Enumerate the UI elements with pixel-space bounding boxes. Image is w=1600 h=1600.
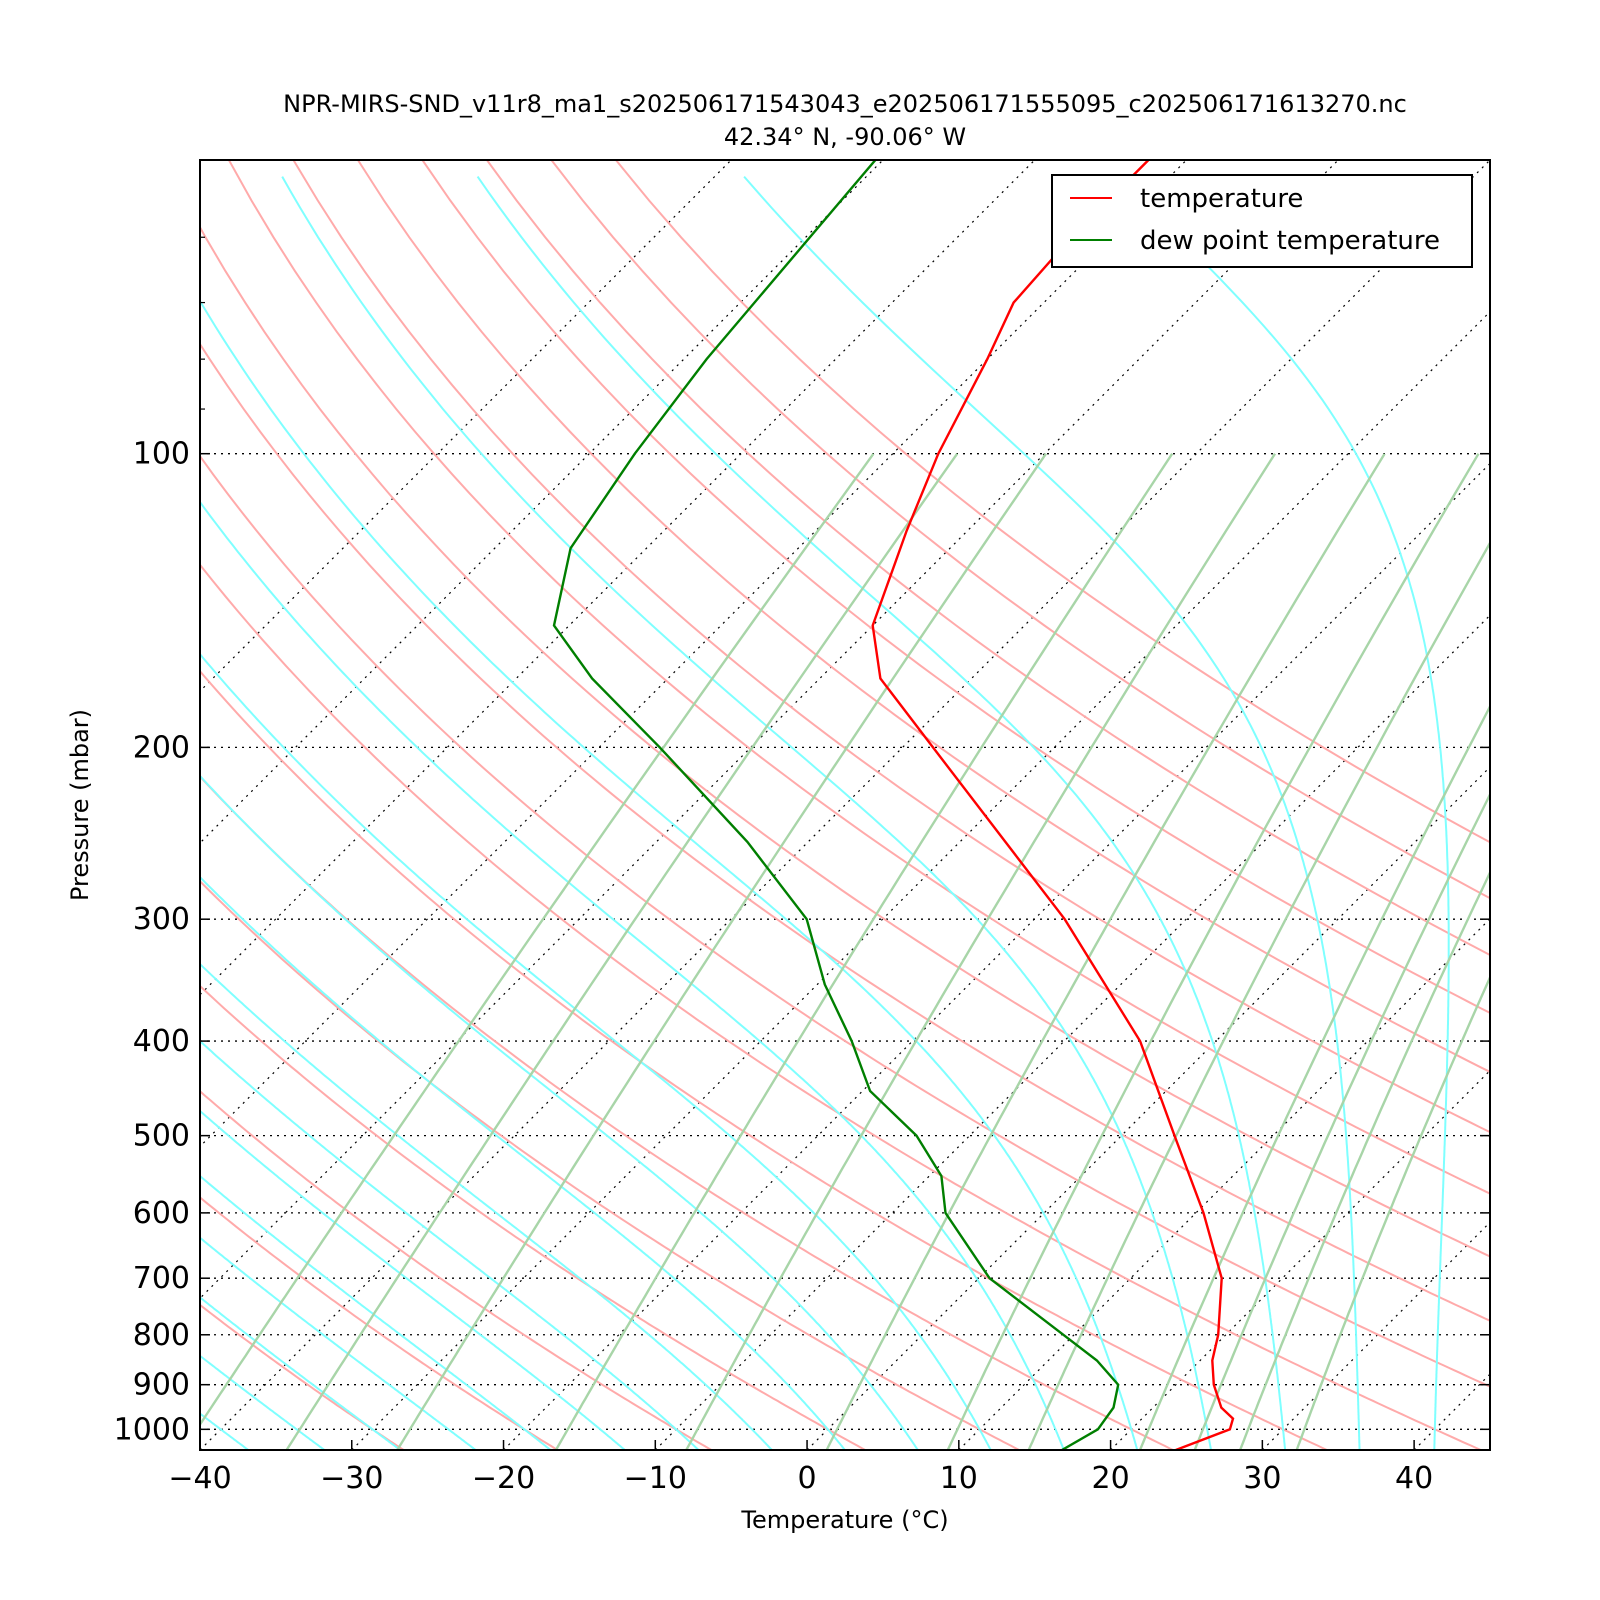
y-tick-label: 200 bbox=[133, 730, 190, 765]
moist-adiabat-5 bbox=[200, 774, 919, 1450]
y-tick-label: 1000 bbox=[114, 1412, 190, 1447]
axis-ticks: −40 −30 −20 −10 0 10 20 30 40 100 200 300 400 500 600 7… bbox=[114, 236, 1490, 1496]
mixing-ratio-0.4 bbox=[396, 453, 1047, 1450]
x-tick-label: −30 bbox=[320, 1461, 383, 1496]
dry-adiabat-0 bbox=[200, 984, 866, 1450]
dry-adiabat-10 bbox=[200, 879, 1020, 1450]
moist-adiabat-lines bbox=[200, 175, 1450, 1450]
series-line-1 bbox=[552, 160, 1120, 1450]
dry-adiabat-50 bbox=[200, 454, 1490, 1388]
dry-adiabat-30 bbox=[200, 669, 1328, 1450]
x-tick-label: 40 bbox=[1395, 1461, 1433, 1496]
mixing-ratio-10 bbox=[1027, 540, 1490, 1450]
moist-adiabat--30 bbox=[200, 1296, 401, 1450]
y-tick-label: 500 bbox=[133, 1119, 190, 1154]
series-line-0 bbox=[871, 160, 1235, 1450]
moist-adiabat--20 bbox=[200, 1174, 552, 1450]
dry-adiabat-90 bbox=[292, 160, 1490, 1134]
legend: temperature dew point temperature bbox=[1051, 174, 1473, 268]
legend-label-temperature: temperature bbox=[1140, 184, 1303, 214]
x-tick-label: 20 bbox=[1091, 1461, 1129, 1496]
mixing-ratio-4 bbox=[825, 453, 1386, 1450]
plot-frame bbox=[199, 159, 1491, 1451]
x-tick-label: 0 bbox=[798, 1461, 817, 1496]
moist-adiabat--10 bbox=[200, 1039, 700, 1450]
isotherm--70 bbox=[200, 160, 1036, 996]
y-tick-label: 400 bbox=[133, 1024, 190, 1059]
mixing-ratio-20 bbox=[1193, 791, 1490, 1450]
y-axis-label: Pressure (mbar) bbox=[66, 709, 94, 901]
mixing-ratio-2 bbox=[685, 453, 1277, 1450]
mixing-ratio-7 bbox=[946, 453, 1480, 1450]
moist-adiabat--5 bbox=[200, 962, 773, 1450]
dry-adiabat-100 bbox=[357, 160, 1490, 1074]
dry-adiabat--10 bbox=[200, 1089, 712, 1450]
moist-adiabat-0 bbox=[200, 875, 846, 1450]
mixing-ratio-16 bbox=[1138, 703, 1490, 1450]
data-series bbox=[552, 160, 1235, 1450]
mixing-ratio-0.1 bbox=[200, 452, 875, 1427]
isotherm--50 bbox=[200, 160, 1339, 1300]
dry-adiabat-60 bbox=[200, 342, 1490, 1322]
moist-adiabat--25 bbox=[200, 1236, 477, 1450]
isotherm--90 bbox=[200, 160, 732, 693]
mixing-ratio-30 bbox=[1295, 974, 1490, 1450]
dry-adiabat--30 bbox=[200, 1303, 405, 1450]
y-tick-label: 100 bbox=[133, 437, 190, 472]
dry-adiabat-140 bbox=[615, 160, 1490, 844]
dry-adiabat-80 bbox=[228, 160, 1490, 1195]
moist-adiabat--15 bbox=[200, 1109, 626, 1450]
x-tick-label: −10 bbox=[624, 1461, 687, 1496]
moist-adiabat-35 bbox=[743, 175, 1361, 1450]
dry-adiabat-120 bbox=[486, 160, 1490, 957]
x-tick-label: −40 bbox=[168, 1461, 231, 1496]
chart-subtitle: 42.34° N, -90.06° W bbox=[724, 123, 966, 151]
plot-area bbox=[200, 160, 1490, 1450]
y-tick-label: 300 bbox=[133, 902, 190, 937]
chart-title: NPR-MIRS-SND_v11r8_ma1_s202506171543043_… bbox=[283, 90, 1407, 118]
mixing-ratio-1 bbox=[554, 453, 1174, 1450]
x-axis-label: Temperature (°C) bbox=[740, 1506, 948, 1534]
y-tick-label: 900 bbox=[133, 1368, 190, 1403]
moist-adiabat-40 bbox=[1115, 175, 1450, 1450]
mixing-ratio-lines bbox=[200, 452, 1490, 1450]
dry-adiabat-110 bbox=[421, 160, 1490, 1014]
legend-box bbox=[1051, 174, 1473, 268]
isotherm--40 bbox=[200, 160, 1490, 1450]
moist-adiabat-10 bbox=[200, 652, 992, 1450]
x-tick-label: −20 bbox=[472, 1461, 535, 1496]
mixing-ratio-24 bbox=[1238, 869, 1490, 1450]
moist-adiabat-30 bbox=[476, 176, 1287, 1450]
dry-adiabat-70 bbox=[200, 225, 1490, 1258]
moist-adiabat-15 bbox=[200, 500, 1065, 1450]
mixing-ratio-0.2 bbox=[285, 453, 959, 1450]
y-tick-label: 700 bbox=[133, 1261, 190, 1296]
y-tick-label: 600 bbox=[133, 1196, 190, 1231]
isotherm--60 bbox=[200, 160, 1187, 1148]
dry-adiabat-130 bbox=[550, 160, 1490, 900]
isotherm--30 bbox=[351, 310, 1490, 1450]
legend-label-dewpoint: dew point temperature bbox=[1140, 226, 1440, 256]
x-tick-label: 30 bbox=[1243, 1461, 1281, 1496]
y-tick-label: 800 bbox=[133, 1318, 190, 1353]
moist-adiabat-25 bbox=[281, 176, 1212, 1450]
moist-adiabat-20 bbox=[200, 299, 1139, 1450]
x-tick-label: 10 bbox=[940, 1461, 978, 1496]
moist-adiabat--35 bbox=[200, 1354, 326, 1450]
